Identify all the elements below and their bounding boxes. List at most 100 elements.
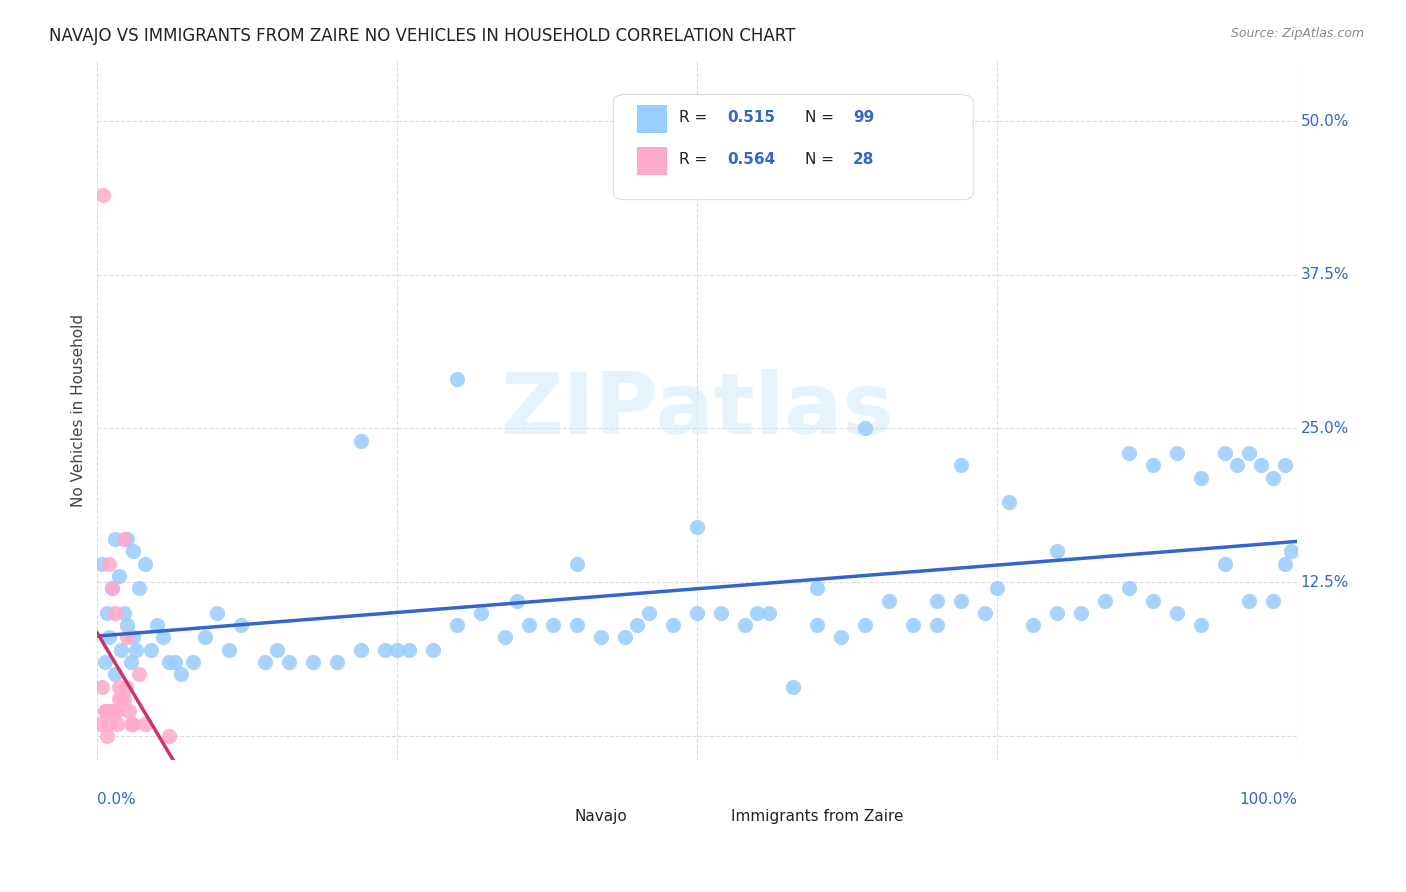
Point [662,618,685,632]
Point [93,704,115,718]
Point [927,618,949,632]
Point [950,458,973,473]
Text: Navajo: Navajo [575,809,627,824]
Point [541,618,564,632]
Point [1274,458,1296,473]
Point [96,704,118,718]
Text: 99: 99 [853,110,875,125]
Text: 100.0%: 100.0% [1239,792,1298,807]
Point [141,642,163,657]
Point [387,642,409,657]
Point [125,642,148,657]
Point [98,716,121,731]
Point [91,557,114,571]
Point [1237,446,1260,460]
Point [112,532,135,546]
Text: 37.5%: 37.5% [1301,268,1350,282]
Point [254,655,277,669]
Point [128,582,150,596]
Point [302,655,325,669]
Point [950,593,973,607]
Point [1070,606,1092,620]
Point [350,434,373,448]
Text: NAVAJO VS IMMIGRANTS FROM ZAIRE NO VEHICLES IN HOUSEHOLD CORRELATION CHART: NAVAJO VS IMMIGRANTS FROM ZAIRE NO VEHIC… [49,27,796,45]
Bar [637,147,668,175]
Point [157,655,180,669]
Point [105,704,128,718]
Point [591,631,613,645]
Point [927,593,949,607]
Point [1166,606,1188,620]
Text: 50.0%: 50.0% [1301,113,1348,128]
Point [374,642,396,657]
Point [734,618,756,632]
Point [567,618,589,632]
Point [830,631,852,645]
Text: R =: R = [679,110,713,125]
Point [110,692,132,706]
Point [1046,544,1069,558]
Text: 0.564: 0.564 [727,153,776,168]
Point [120,716,142,731]
Point [1213,446,1236,460]
Point [1118,582,1140,596]
Point [100,582,122,596]
Point [152,631,174,645]
Point [806,618,828,632]
Point [614,631,637,645]
Bar [721,789,751,813]
Point [1237,593,1260,607]
Point [877,593,900,607]
Point [1261,593,1284,607]
Text: 0.515: 0.515 [727,110,775,125]
Text: Immigrants from Zaire: Immigrants from Zaire [731,809,904,824]
Point [134,557,156,571]
Point [998,495,1021,509]
Point [91,680,114,694]
Point [170,667,193,681]
Point [120,655,142,669]
Point [494,631,516,645]
Point [638,606,661,620]
Point [350,642,373,657]
Bar [541,789,571,813]
Y-axis label: No Vehicles in Household: No Vehicles in Household [72,313,86,507]
Text: R =: R = [679,153,713,168]
Point [96,606,118,620]
Point [1226,458,1249,473]
Point [506,593,529,607]
Point [747,606,769,620]
Point [218,642,240,657]
FancyBboxPatch shape [613,95,973,200]
Text: ZIPatlas: ZIPatlas [501,368,894,451]
Point [1046,606,1069,620]
Text: Source: ZipAtlas.com: Source: ZipAtlas.com [1230,27,1364,40]
Text: N =: N = [806,153,839,168]
Point [1274,557,1296,571]
Point [146,618,169,632]
Point [157,729,180,743]
Point [104,606,127,620]
Point [165,655,187,669]
Point [117,704,139,718]
Point [517,618,540,632]
Point [93,187,115,202]
Point [134,716,156,731]
Point [104,667,127,681]
Point [686,606,709,620]
Point [112,606,135,620]
Text: 28: 28 [853,153,875,168]
Point [94,704,117,718]
Text: 25.0%: 25.0% [1301,421,1348,436]
Point [446,372,468,386]
Point [626,618,648,632]
Text: 12.5%: 12.5% [1301,574,1348,590]
Point [1213,557,1236,571]
Point [986,582,1008,596]
Point [100,704,122,718]
Point [98,631,121,645]
Point [231,618,253,632]
Point [93,655,115,669]
Point [1022,618,1045,632]
Bar [637,105,668,133]
